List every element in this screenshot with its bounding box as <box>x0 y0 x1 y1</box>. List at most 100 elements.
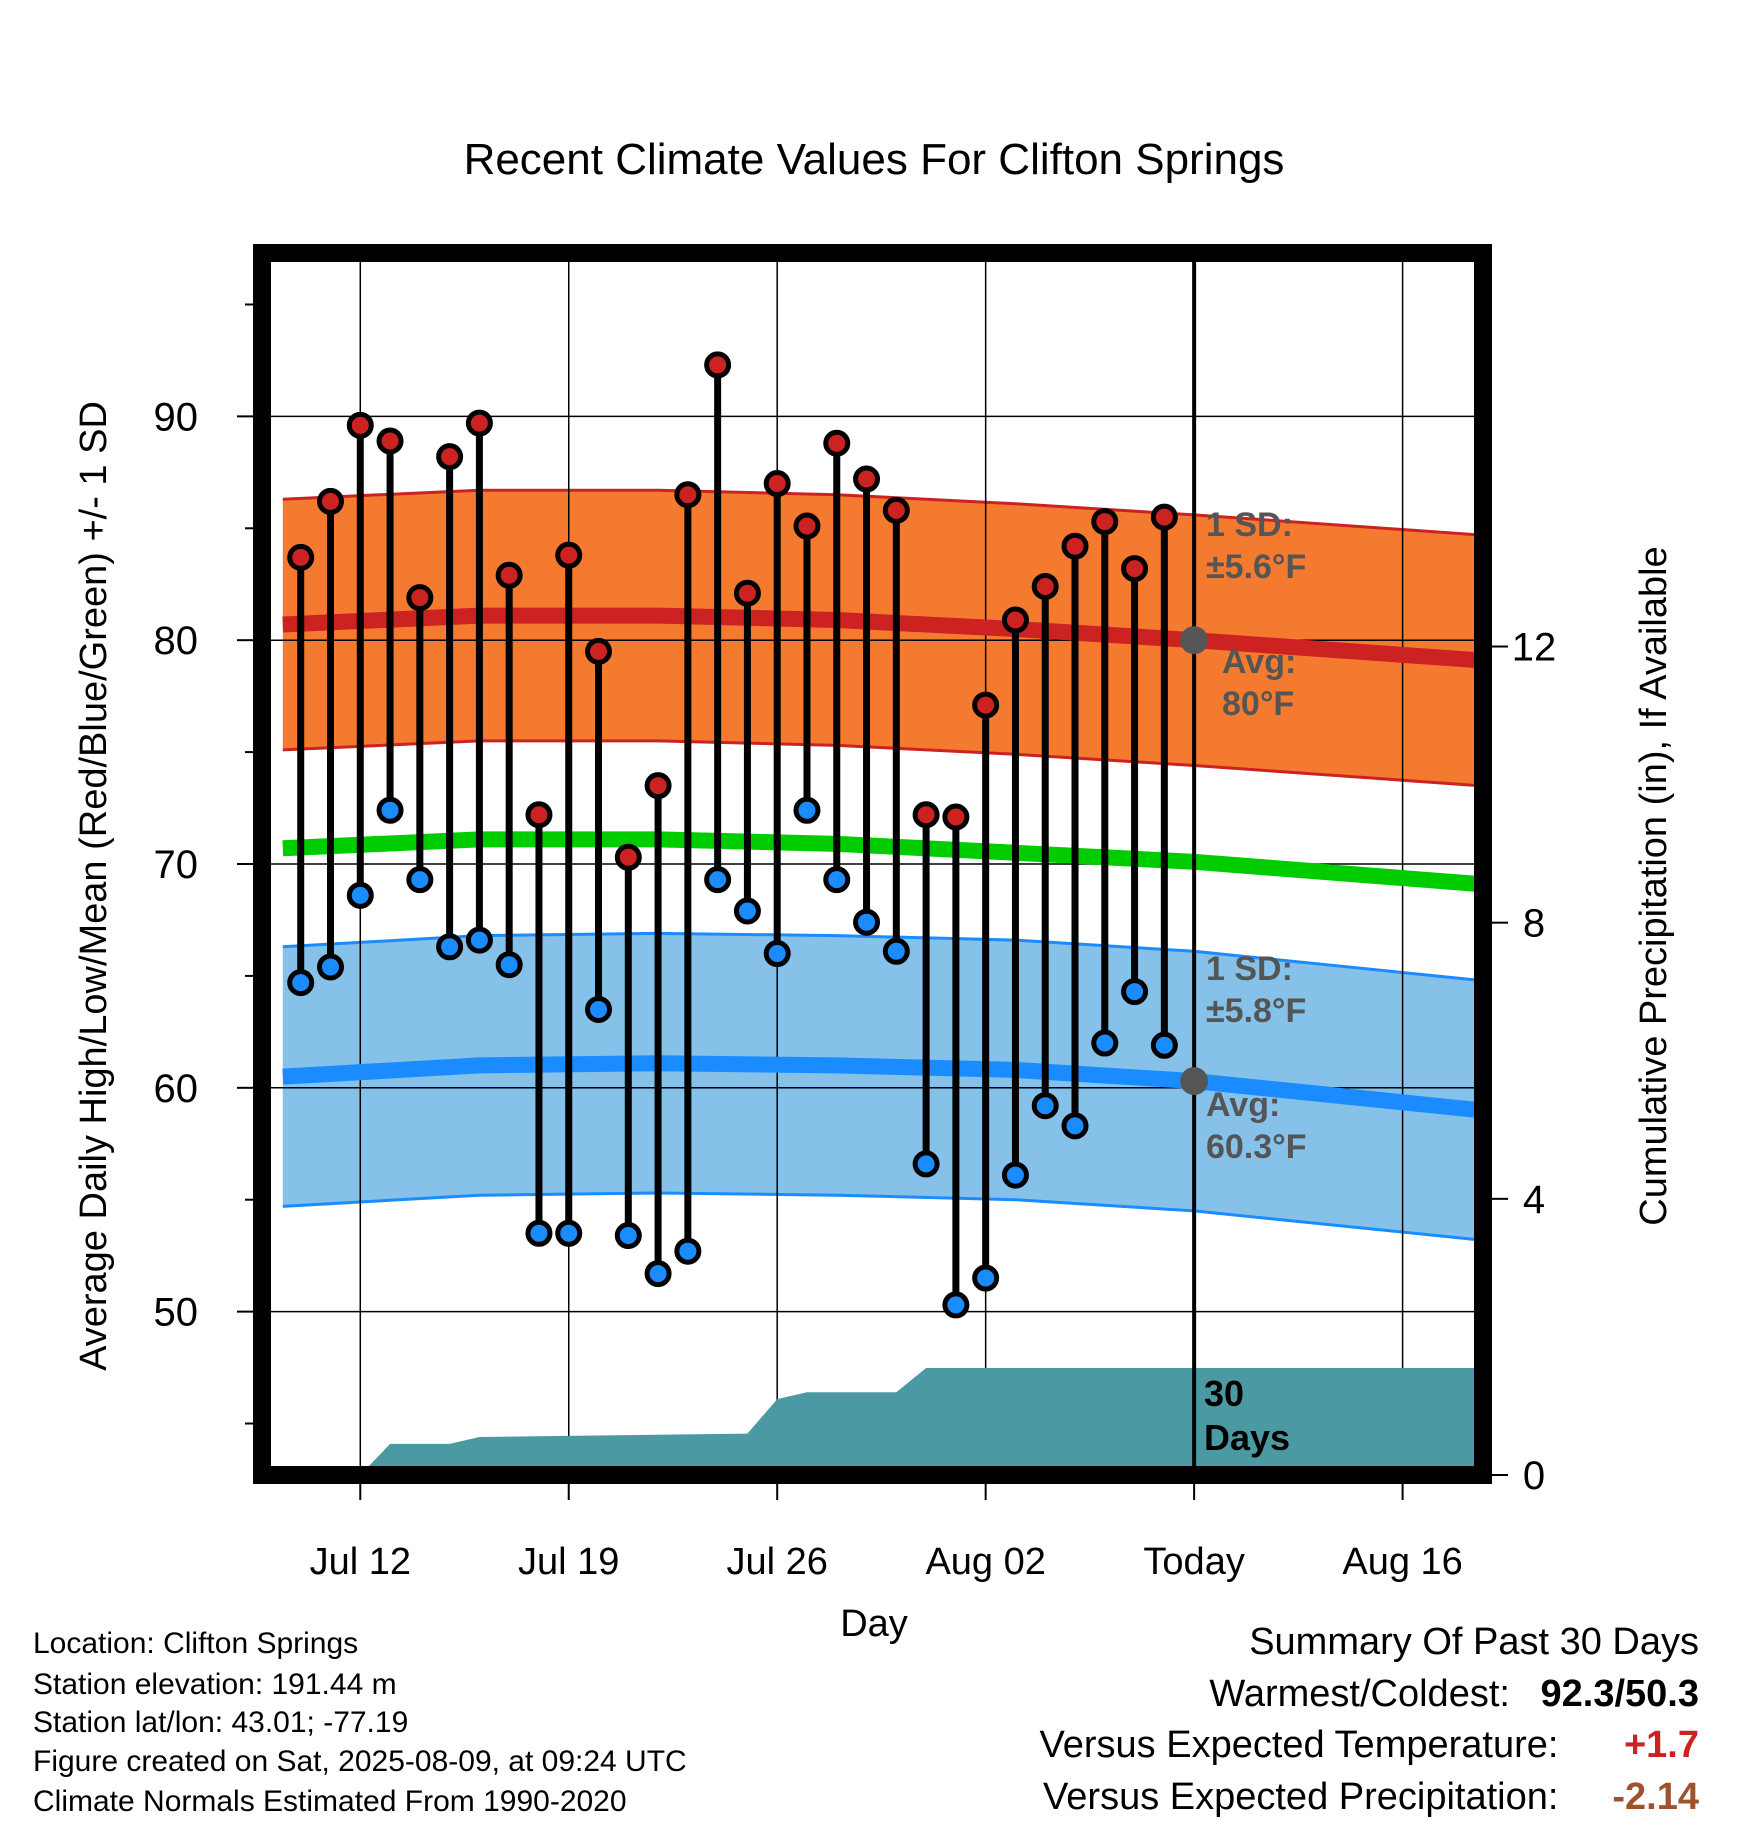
summary-warm-cold-label: Warmest/Coldest: <box>1209 1673 1510 1715</box>
low-sd-value: ±5.8°F <box>1206 992 1306 1030</box>
low-avg-label: Avg: <box>1206 1086 1280 1124</box>
high-avg-label: Avg: <box>1222 643 1296 681</box>
x-tick-label: Aug 16 <box>1342 1541 1462 1583</box>
daily-low-point <box>733 897 761 925</box>
days-label-text: Days <box>1204 1417 1290 1458</box>
plot-area: 1 SD: ±5.6°F Avg: 80°F 1 SD: ±5.8°F Avg: 60.3°F… <box>154 244 1557 1583</box>
daily-high-point <box>823 429 851 457</box>
x-axis-label: Day <box>840 1603 908 1645</box>
y-axis-label-left: Average Daily High/Low/Mean (Red/Blue/Gr… <box>73 401 115 1371</box>
daily-high-point <box>644 772 672 800</box>
daily-high-point <box>555 541 583 569</box>
y-tick-label: 90 <box>154 395 199 439</box>
daily-low-point <box>704 866 732 894</box>
summary-warm-cold-row: Warmest/Coldest: 92.3/50.3 <box>1209 1673 1699 1716</box>
daily-low-point <box>1031 1092 1059 1120</box>
daily-high-point <box>316 487 344 515</box>
daily-high-point <box>495 561 523 589</box>
daily-high-point <box>1150 503 1178 531</box>
daily-low-point <box>555 1219 583 1247</box>
daily-high-point <box>912 801 940 829</box>
x-tick-label: Today <box>1143 1541 1244 1583</box>
daily-high-point <box>1121 555 1149 583</box>
chart-title: Recent Climate Values For Clifton Spring… <box>464 135 1285 184</box>
daily-high-point <box>376 427 404 455</box>
daily-high-point <box>674 481 702 509</box>
footer-elevation: Station elevation: 191.44 m <box>33 1668 397 1701</box>
daily-low-point <box>1150 1031 1178 1059</box>
daily-high-point <box>614 843 642 871</box>
footer-created: Figure created on Sat, 2025-08-09, at 09… <box>33 1745 687 1778</box>
daily-high-point <box>585 637 613 665</box>
daily-high-point <box>972 691 1000 719</box>
days-label-number: 30 <box>1204 1373 1244 1414</box>
daily-high-point <box>1091 508 1119 536</box>
daily-low-point <box>406 866 434 894</box>
summary-temp-value: +1.7 <box>1623 1724 1699 1766</box>
daily-low-point <box>882 937 910 965</box>
daily-low-point <box>1121 978 1149 1006</box>
y-axis-label-right: Cumulative Precipitation (in), If Availa… <box>1633 546 1675 1225</box>
y-tick-label: 50 <box>154 1291 199 1335</box>
daily-high-point <box>704 351 732 379</box>
daily-low-point <box>942 1291 970 1319</box>
daily-low-point <box>376 796 404 824</box>
daily-low-point <box>287 969 315 997</box>
summary-temp-label: Versus Expected Temperature: <box>1039 1724 1559 1766</box>
daily-high-point <box>942 803 970 831</box>
x-tick-label: Jul 26 <box>726 1541 827 1583</box>
daily-low-point <box>793 796 821 824</box>
daily-high-point <box>525 801 553 829</box>
y-tick-label: 70 <box>154 843 199 887</box>
daily-high-point <box>793 512 821 540</box>
x-tick-label: Aug 02 <box>925 1541 1045 1583</box>
daily-high-point <box>882 496 910 524</box>
daily-low-point <box>585 995 613 1023</box>
y2-tick-label: 0 <box>1523 1454 1545 1498</box>
daily-high-point <box>406 584 434 612</box>
footer-location: Location: Clifton Springs <box>33 1627 359 1660</box>
summary-heading: Summary Of Past 30 Days <box>1249 1621 1699 1663</box>
normal-mean-line <box>282 831 1481 893</box>
daily-low-point <box>614 1222 642 1250</box>
daily-low-point <box>763 940 791 968</box>
daily-low-point <box>912 1150 940 1178</box>
daily-low-point <box>346 881 374 909</box>
daily-high-point <box>1001 606 1029 634</box>
low-sd-band <box>282 933 1480 1240</box>
summary-warm-cold-value: 92.3/50.3 <box>1540 1673 1699 1715</box>
daily-high-point <box>733 579 761 607</box>
daily-low-point <box>853 908 881 936</box>
daily-high-point <box>287 543 315 571</box>
y2-tick-label: 4 <box>1523 1178 1545 1222</box>
daily-low-point <box>525 1219 553 1247</box>
daily-high-point <box>853 465 881 493</box>
daily-high-point <box>763 470 791 498</box>
daily-low-point <box>674 1237 702 1265</box>
x-tick-label: Jul 12 <box>310 1541 411 1583</box>
daily-high-point <box>436 443 464 471</box>
summary-temp-row: Versus Expected Temperature: +1.7 <box>1040 1724 1699 1767</box>
plot-inner <box>262 253 1483 1475</box>
x-tick-label: Jul 19 <box>518 1541 619 1583</box>
daily-low-point <box>1061 1112 1089 1140</box>
daily-low-point <box>436 933 464 961</box>
plot-frame <box>253 244 1492 1484</box>
y2-tick-label: 8 <box>1523 902 1545 946</box>
high-sd-band <box>282 490 1480 786</box>
y-tick-label: 60 <box>154 1067 199 1111</box>
summary-precip-value: -2.14 <box>1612 1776 1699 1818</box>
y2-tick-label: 12 <box>1512 626 1557 670</box>
daily-high-point <box>465 409 493 437</box>
daily-low-point <box>644 1260 672 1288</box>
low-sd-label: 1 SD: <box>1206 950 1293 988</box>
daily-low-point <box>1001 1161 1029 1189</box>
precip-area <box>360 1368 1481 1475</box>
high-avg-value: 80°F <box>1222 685 1294 723</box>
high-sd-label: 1 SD: <box>1206 506 1293 544</box>
daily-low-point <box>495 951 523 979</box>
daily-low-point <box>1091 1029 1119 1057</box>
daily-low-point <box>823 866 851 894</box>
daily-high-point <box>1031 572 1059 600</box>
